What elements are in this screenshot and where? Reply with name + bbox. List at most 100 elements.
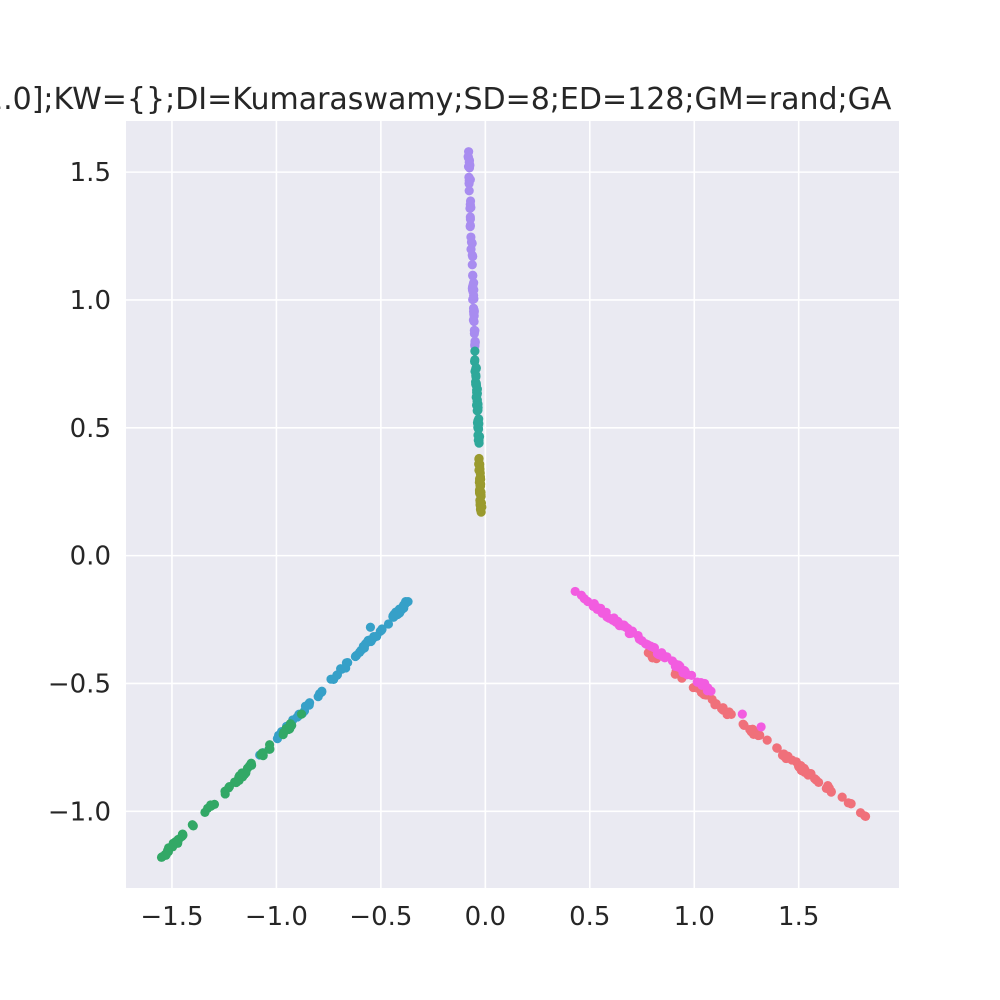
data-point [231,777,242,787]
data-point [465,212,475,222]
data-point [837,792,847,802]
data-point [823,780,833,791]
data-point [464,186,474,196]
y-tick-label: −1.0 [48,797,111,827]
data-point [356,645,366,656]
data-point [737,709,747,719]
data-point [173,834,183,845]
data-point [710,699,720,709]
data-point [670,661,680,672]
data-point [470,346,480,356]
data-point [756,722,766,732]
data-point [224,783,234,793]
series-cluster-7 [156,709,307,862]
data-point [799,765,809,775]
data-point [464,147,474,157]
x-tick-label: −1.0 [245,902,308,932]
data-points [156,147,871,862]
data-point [706,686,716,696]
data-point [206,800,216,810]
data-point [403,597,413,607]
data-point [258,750,268,760]
chart-title-text: 1.0];KW={};DI=Kumaraswamy;SD=8;ED=128;GM… [0,82,892,117]
data-point [679,666,689,676]
data-point [468,271,478,281]
data-point [200,807,210,818]
data-point [317,686,327,696]
data-point [860,811,871,822]
x-tick-label: 1.5 [778,902,819,932]
data-point [383,619,394,629]
data-point [466,202,476,213]
data-point [476,507,486,517]
data-point [465,222,475,232]
data-point [634,634,644,644]
data-point [472,417,483,428]
data-point [700,678,710,689]
data-point [296,709,307,719]
data-point [467,238,477,249]
data-point [583,596,593,607]
x-axis-ticks: −1.5 −1.0 −0.5 0.0 0.5 1.0 1.5 [140,902,819,932]
data-point [468,286,478,297]
data-point [474,438,484,448]
data-point [304,699,314,709]
data-point [365,622,376,632]
data-point [239,769,250,780]
y-tick-label: 0.0 [70,542,111,572]
x-tick-label: 0.0 [465,902,506,932]
data-point [467,260,477,270]
series-cluster-5 [474,453,487,517]
data-point [670,669,680,679]
data-point [471,392,481,402]
data-point [279,727,289,738]
data-point [687,670,697,680]
data-point [468,251,478,262]
data-point [472,406,482,416]
data-point [623,623,633,633]
data-point [613,616,623,626]
x-tick-label: 1.0 [674,902,715,932]
chart-title: 1.0];KW={};DI=Kumaraswamy;SD=8;ED=128;GM… [0,78,1000,122]
data-point [464,175,474,186]
data-point [369,632,379,642]
data-point [471,370,481,380]
data-point [662,652,672,662]
data-point [329,674,339,684]
data-point [570,586,580,597]
data-point [474,453,484,464]
data-point [392,609,403,620]
data-point [645,641,656,651]
data-point [745,724,755,735]
y-axis-ticks: −1.0 −0.5 0.0 0.5 1.0 1.5 [48,158,111,827]
data-point [474,465,484,475]
data-point [468,294,478,305]
data-point [726,709,736,719]
data-point [755,730,765,740]
data-point [762,735,772,745]
y-tick-label: 1.5 [70,158,111,188]
data-point [377,624,387,634]
data-point [341,658,352,668]
data-point [287,720,297,730]
series-cluster-4 [470,346,485,448]
y-tick-label: 1.0 [70,286,111,316]
data-point [475,496,485,506]
data-point [846,799,856,809]
y-tick-label: −0.5 [48,669,111,699]
y-tick-label: 0.5 [70,414,111,444]
data-point [777,750,788,760]
plot-area [126,121,899,888]
data-point [772,743,782,753]
x-tick-label: −1.5 [140,902,203,932]
data-point [470,355,480,365]
data-point [156,852,167,862]
data-point [470,326,480,336]
data-point [469,311,479,321]
data-point [265,744,275,754]
series-cluster-2 [570,586,766,732]
x-tick-label: −0.5 [349,902,412,932]
series-cluster-1 [643,648,871,822]
data-point [654,650,664,660]
